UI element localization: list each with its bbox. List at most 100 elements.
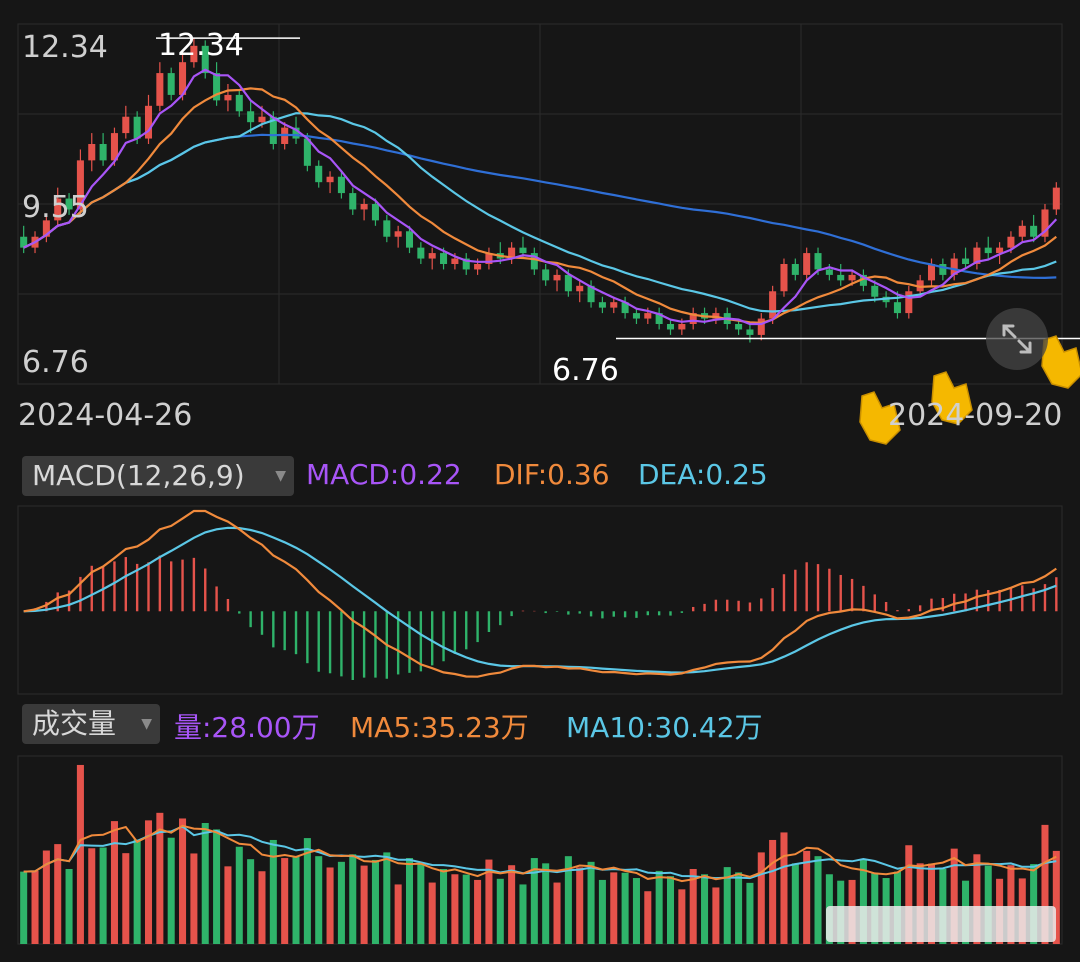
volume-ma5-value: MA5:35.23万: [350, 711, 529, 744]
candle-body: [757, 318, 765, 335]
volume-bar: [780, 832, 788, 944]
volume-ma10-value: MA10:30.42万: [566, 711, 763, 744]
volume-bar: [292, 856, 300, 944]
volume-bar: [31, 870, 39, 944]
volume-bar: [769, 839, 777, 944]
volume-bar: [916, 863, 924, 944]
volume-bar: [54, 844, 62, 944]
pointing-hand-icon: [931, 371, 973, 425]
candle-body: [462, 258, 470, 270]
candle-body: [144, 105, 153, 139]
volume-bar: [485, 859, 493, 944]
candle-body: [65, 198, 73, 210]
candle-body: [769, 291, 777, 319]
candle-body: [371, 204, 379, 221]
candle-body: [678, 324, 686, 330]
candle-body: [542, 269, 550, 281]
macd-selector[interactable]: MACD(12,26,9) ▼: [22, 456, 294, 496]
candle-body: [394, 231, 402, 237]
candle-body: [530, 253, 538, 270]
volume-bar: [655, 870, 663, 944]
volume-panel[interactable]: [20, 764, 1060, 944]
chevron-down-icon: ▼: [275, 468, 286, 484]
volume-bar: [20, 871, 28, 944]
volume-bar: [701, 874, 709, 944]
candle-body: [440, 253, 448, 264]
volume-ma5-line: [23, 824, 1057, 883]
dea-line: [23, 526, 1057, 674]
volume-bar: [927, 863, 936, 944]
grid: [17, 23, 1063, 945]
volume-bar: [1052, 850, 1060, 944]
candle-body: [417, 247, 425, 259]
volume-value: 量:28.00万: [174, 711, 320, 744]
volume-bar: [190, 853, 198, 944]
price-axis-low: 6.76: [22, 345, 89, 380]
candle-body: [201, 45, 209, 74]
candle-body: [122, 116, 130, 134]
candle-body: [644, 313, 652, 319]
volume-bar: [303, 838, 311, 944]
volume-bar: [371, 859, 379, 944]
candle-body: [984, 247, 992, 254]
volume-bar: [621, 872, 629, 944]
candle-body: [791, 264, 799, 275]
volume-bar: [678, 889, 686, 944]
expand-button[interactable]: [986, 308, 1048, 370]
candle-body: [258, 116, 266, 123]
ma20-line: [23, 112, 1057, 313]
candle-body: [689, 313, 697, 324]
volume-bar: [360, 865, 368, 944]
volume-bar: [462, 874, 470, 944]
volume-bar: [167, 837, 175, 944]
volume-bar: [576, 867, 584, 944]
candle-body: [1041, 209, 1049, 237]
volume-bar: [644, 891, 652, 944]
volume-bar: [587, 861, 595, 944]
volume-bar: [519, 884, 527, 944]
volume-bar: [973, 854, 981, 944]
volume-bar: [269, 839, 277, 944]
volume-bar: [247, 859, 255, 944]
candle-body: [485, 253, 493, 264]
price-panel[interactable]: [20, 37, 1080, 343]
price-axis-mid: 9.55: [22, 190, 89, 225]
volume-bar: [326, 867, 334, 944]
candle-body: [360, 204, 368, 210]
volume-selector[interactable]: 成交量 ▼: [22, 704, 160, 744]
candle-body: [803, 253, 811, 275]
volume-bar: [394, 884, 402, 944]
candle-body: [269, 116, 277, 144]
candle-body: [428, 253, 436, 259]
candle-body: [451, 258, 459, 264]
candle-body: [564, 274, 572, 292]
volume-bar: [508, 865, 516, 944]
candle-body: [893, 302, 901, 314]
volume-bar: [144, 820, 153, 944]
candle-body: [825, 269, 833, 275]
candle-body: [598, 302, 606, 308]
candle-body: [621, 302, 629, 314]
volume-bar: [1007, 865, 1015, 944]
volume-selector-label: 成交量: [32, 707, 117, 740]
volume-bar: [542, 863, 550, 944]
candle-body: [927, 264, 936, 281]
candle-body: [20, 236, 28, 248]
panel-frame: [17, 755, 1063, 945]
chevron-down-icon: ▼: [141, 716, 152, 732]
candle-body: [179, 62, 187, 95]
candle-body: [666, 324, 675, 330]
dif-line: [23, 509, 1057, 678]
volume-bar: [632, 878, 640, 944]
macd-panel[interactable]: [23, 509, 1058, 681]
volume-bar: [213, 829, 221, 944]
candle-body: [42, 220, 50, 237]
macd-selector-label: MACD(12,26,9): [32, 459, 245, 492]
candle-body: [655, 313, 663, 324]
panel-frame: [17, 505, 1063, 695]
candle-body: [780, 264, 788, 292]
volume-bar: [417, 863, 425, 944]
high-marker-label: 12.34: [158, 28, 244, 63]
